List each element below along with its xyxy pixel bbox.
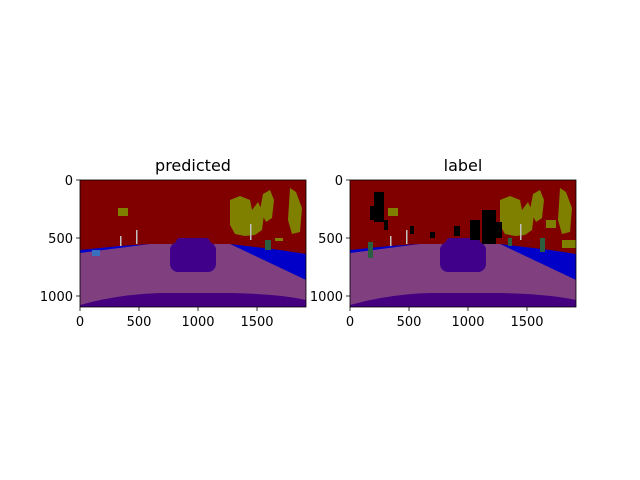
segmentation-image xyxy=(80,180,306,307)
panel-title: predicted xyxy=(155,156,231,175)
x-tick-label: 1000 xyxy=(181,315,214,330)
x-tick-label: 0 xyxy=(346,315,354,330)
x-tick-label: 500 xyxy=(397,315,422,330)
x-tick-label: 500 xyxy=(127,315,152,330)
y-tick-label: 1000 xyxy=(310,290,343,305)
x-tick-label: 1500 xyxy=(240,315,273,330)
y-tick-label: 500 xyxy=(48,232,73,247)
panel-predicted: predicted 0 500 1000 0 500 1000 15 xyxy=(40,156,307,330)
x-axis: 0 500 1000 1500 xyxy=(346,307,544,330)
x-axis: 0 500 1000 1500 xyxy=(76,307,274,330)
x-tick-label: 1500 xyxy=(510,315,543,330)
x-tick-label: 0 xyxy=(76,315,84,330)
y-axis: 0 500 1000 xyxy=(40,174,80,305)
panel-title: label xyxy=(444,156,483,175)
segmentation-image xyxy=(350,180,576,307)
x-tick-label: 1000 xyxy=(451,315,484,330)
panel-label: label 0 500 100 xyxy=(310,156,577,330)
y-tick-label: 1000 xyxy=(40,290,73,305)
y-axis: 0 500 1000 xyxy=(310,174,350,305)
y-tick-label: 0 xyxy=(65,174,73,189)
y-tick-label: 500 xyxy=(318,232,343,247)
y-tick-label: 0 xyxy=(335,174,343,189)
